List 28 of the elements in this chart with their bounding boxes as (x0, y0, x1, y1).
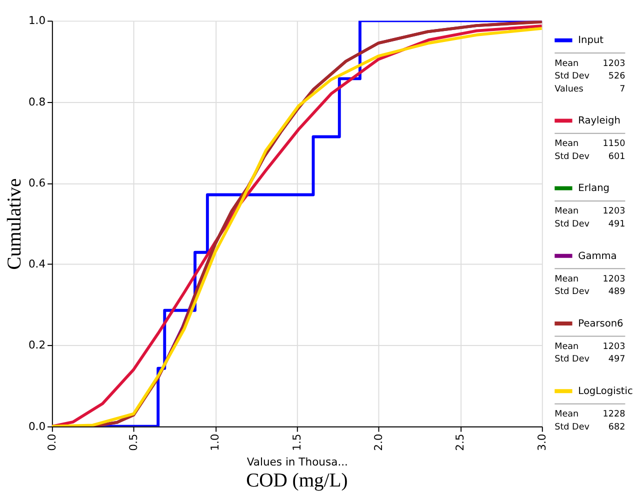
x-tick-label: 1.5 (290, 434, 304, 451)
x-tick-label: 1.0 (208, 434, 222, 451)
legend-label: Rayleigh (578, 116, 620, 127)
text: Mean 1203 Std Dev 497 (554, 342, 626, 365)
x-axis-title: Values in Thousa... (246, 456, 348, 469)
legend-label: LogLogistic (578, 386, 633, 398)
text: Mean 1203 Std Dev 526 Values 7 (554, 58, 626, 94)
legend-label: Pearson6 (578, 318, 624, 330)
y-tick-label: 0.4 (28, 258, 46, 271)
legend-label: Erlang (578, 183, 610, 194)
y-tick-label: 0.2 (28, 338, 46, 352)
y-tick-label: 0.6 (28, 176, 46, 190)
x-tick-label: 0.0 (45, 434, 58, 451)
y-tick-label: 0.8 (28, 95, 46, 108)
text: Mean 1228 Std Dev 682 (554, 410, 626, 432)
text: COD (mg/L) (246, 470, 348, 492)
x-tick-label: 3.0 (535, 434, 548, 451)
y-axis-title: Cumulative (4, 178, 26, 270)
y-tick-label: 1.0 (28, 14, 46, 28)
x-tick-label: 2.5 (454, 434, 467, 451)
text: Mean 1150 Std Dev 601 (554, 139, 626, 162)
x-tick-label: 2.0 (372, 434, 386, 451)
legend-label: Input (578, 35, 604, 46)
y-tick-label: 0.0 (28, 420, 46, 433)
text: Mean 1203 Std Dev 491 (554, 206, 626, 230)
x-tick-label: 0.5 (127, 434, 140, 451)
text: Mean 1203 Std Dev 489 (554, 274, 626, 298)
legend-label: Gamma (578, 250, 617, 262)
